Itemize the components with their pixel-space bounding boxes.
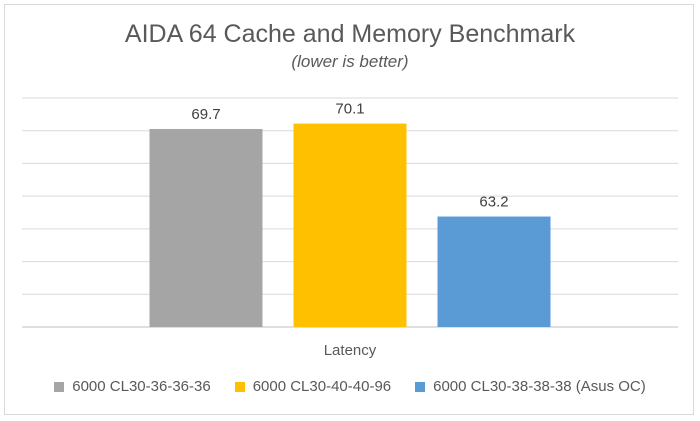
legend: 6000 CL30-36-36-36 6000 CL30-40-40-96 6000… <box>0 378 700 395</box>
chart-subtitle: (lower is better) <box>291 52 409 71</box>
legend-swatch <box>234 381 245 392</box>
category-label: Latency <box>324 342 377 359</box>
data-label-2: 70.1 <box>335 101 364 118</box>
bar-1 <box>149 128 263 327</box>
data-label-3: 63.2 <box>479 194 508 211</box>
legend-swatch <box>54 381 65 392</box>
legend-item-2: 6000 CL30-40-40-96 <box>234 378 392 395</box>
bar-2 <box>293 123 407 327</box>
legend-label: 6000 CL30-36-36-36 <box>72 378 211 395</box>
legend-item-3: 6000 CL30-38-38-38 (Asus OC) <box>415 378 646 395</box>
legend-swatch <box>415 381 426 392</box>
chart-title: AIDA 64 Cache and Memory Benchmark <box>124 20 576 48</box>
legend-label: 6000 CL30-40-40-96 <box>252 378 392 395</box>
legend-item-1: 6000 CL30-36-36-36 <box>54 378 211 395</box>
bar-3 <box>437 216 551 327</box>
legend-label: 6000 CL30-38-38-38 (Asus OC) <box>433 378 646 395</box>
data-label-1: 69.7 <box>191 106 220 123</box>
